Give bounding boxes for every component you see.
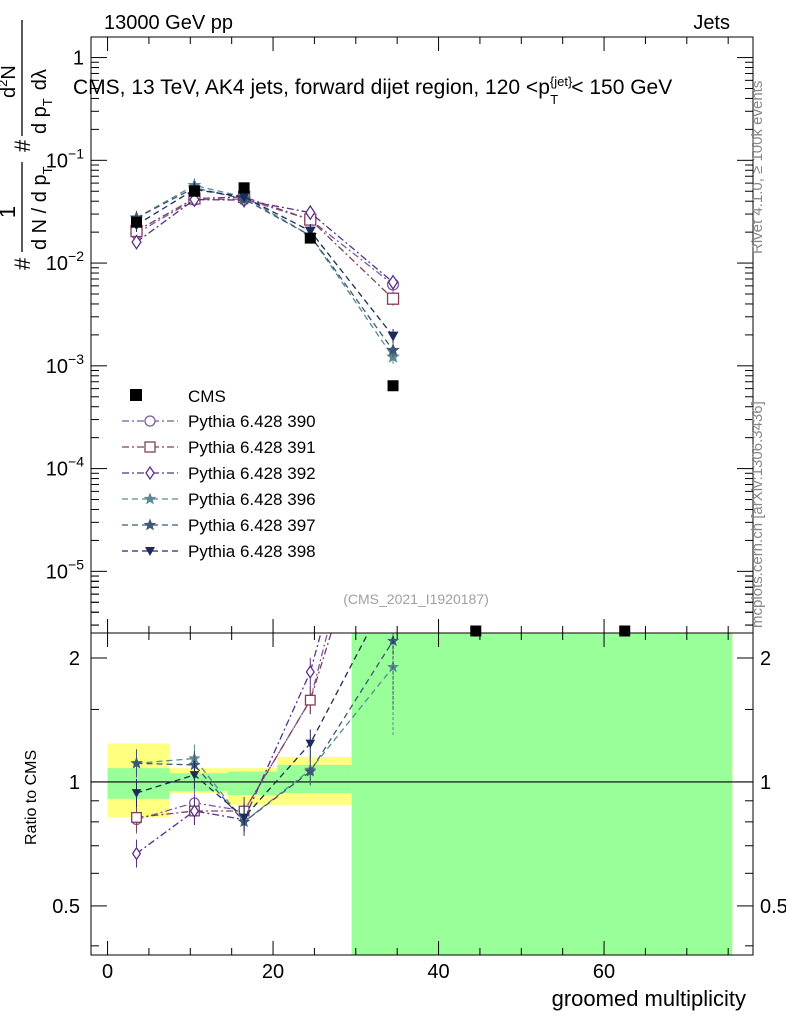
legend-label: Pythia 6.428 392 — [188, 464, 316, 483]
ratio-series-layer — [130, 633, 400, 868]
legend-label: Pythia 6.428 391 — [188, 438, 316, 457]
plot-title: CMS, 13 TeV, AK4 jets, forward dijet reg… — [73, 74, 672, 107]
legend-marker — [143, 518, 157, 531]
inner-band-bin — [107, 768, 170, 799]
plot-title-main: CMS, 13 TeV, AK4 jets, forward dijet reg… — [73, 76, 550, 99]
series-line — [136, 184, 394, 358]
y-tick-label: 1 — [73, 48, 84, 70]
cms-data-point — [188, 185, 200, 197]
series-point — [387, 331, 399, 342]
ratio-y-tick-label: 1 — [69, 772, 80, 794]
series-line — [136, 187, 394, 351]
series-point — [387, 274, 399, 291]
main-axis-ticks: 1 10−1 10−2 10−3 10−4 10−5 — [46, 37, 753, 633]
ylabel-frac1-num: 1 — [0, 206, 20, 218]
ylabel-hash: # — [10, 257, 35, 270]
legend: CMS Pythia 6.428 390 Pythia 6.428 391 Pythi… — [122, 387, 316, 561]
header-right: Jets — [693, 12, 730, 34]
cms-data-point — [304, 232, 316, 244]
ratio-point — [131, 811, 142, 823]
ratio-point — [131, 789, 142, 798]
ratio-y-tick-label-right: 2 — [760, 648, 771, 670]
ratio-point — [304, 765, 317, 777]
ratio-uncertainty-bands — [91, 633, 753, 955]
ratio-series-line — [136, 633, 369, 819]
ylabel-frac1-den: d N / d pT — [29, 166, 55, 250]
plot-title-sup: {jet} — [550, 74, 573, 89]
legend-label: Pythia 6.428 396 — [188, 490, 316, 509]
y-tick-label: 10−3 — [46, 351, 84, 378]
ylabel-frac2-num: d2N — [0, 65, 20, 98]
rivet-version-label: Rivet 4.1.0, ≥ 100k events — [749, 81, 766, 254]
header-left: 13000 GeV pp — [104, 12, 233, 34]
y-tick-label: 10−2 — [46, 248, 84, 275]
legend-marker — [143, 492, 157, 505]
series-point — [386, 343, 400, 356]
legend-marker — [145, 547, 155, 556]
inner-band-bin — [227, 771, 278, 795]
x-tick-label: 0 — [102, 961, 113, 983]
cms-data-point — [238, 182, 250, 194]
ratio-axis-ticks: 0 20 40 60 0.5 0.5 1 1 2 2 — [52, 626, 786, 983]
series-point — [305, 204, 316, 221]
x-tick-label: 60 — [593, 961, 615, 983]
cms-data-point — [470, 625, 482, 637]
analysis-watermark: (CMS_2021_I1920187) — [343, 591, 489, 607]
ratio-plot-frame — [90, 632, 754, 956]
main-plot-frame — [90, 36, 754, 634]
plot-title-end: < 150 GeV — [571, 76, 672, 99]
x-tick-label: 40 — [427, 961, 449, 983]
ratio-point — [130, 756, 143, 769]
ratio-y-tick-label-right: 1 — [760, 772, 771, 794]
y-tick-label: 10−4 — [46, 454, 84, 481]
ratio-point — [305, 739, 316, 749]
ylabel-frac2-den: d pTdλ — [29, 69, 55, 134]
cms-data-point — [387, 380, 399, 392]
ratio-y-tick-label: 2 — [69, 648, 80, 670]
legend-marker-cms — [130, 389, 142, 401]
y-tick-label: 10−5 — [46, 556, 84, 583]
ylabel-hash-2: # — [10, 139, 35, 152]
legend-label: Pythia 6.428 398 — [188, 542, 316, 561]
plot-title-sub: T — [550, 92, 558, 107]
ratio-point — [131, 846, 142, 861]
main-series-layer — [129, 178, 631, 637]
inner-band-bin — [351, 633, 733, 955]
series-point — [304, 226, 316, 237]
x-tick-label: 20 — [262, 961, 284, 983]
legend-marker — [145, 465, 155, 481]
legend-label: Pythia 6.428 397 — [188, 516, 316, 535]
ratio-y-tick-label-right: 0.5 — [760, 896, 786, 918]
ratio-point — [304, 694, 316, 706]
ratio-point — [189, 804, 200, 818]
legend-marker — [144, 441, 156, 453]
ratio-y-tick-label: 0.5 — [52, 896, 80, 918]
series-point — [386, 292, 400, 305]
ratio-ylabel: Ratio to CMS — [23, 750, 40, 845]
mcplots-site-label: mcplots.cern.ch [arXiv:1306.3436] — [749, 401, 766, 628]
cms-data-point — [619, 625, 631, 637]
main-ylabel: # 1 d N / d pT # d2N d pTdλ — [0, 20, 55, 270]
y-tick-label: 10−1 — [46, 145, 84, 172]
ratio-point — [189, 771, 200, 780]
cms-data-point — [131, 216, 143, 228]
ratio-point — [239, 813, 249, 823]
series-point — [238, 192, 250, 203]
x-axis-label: groomed multiplicity — [552, 986, 746, 1011]
legend-label: Pythia 6.428 390 — [188, 412, 316, 431]
legend-label-cms: CMS — [188, 387, 226, 406]
legend-marker — [144, 415, 156, 427]
ratio-point — [305, 665, 315, 679]
series-line — [136, 188, 394, 337]
series-point — [131, 234, 142, 250]
